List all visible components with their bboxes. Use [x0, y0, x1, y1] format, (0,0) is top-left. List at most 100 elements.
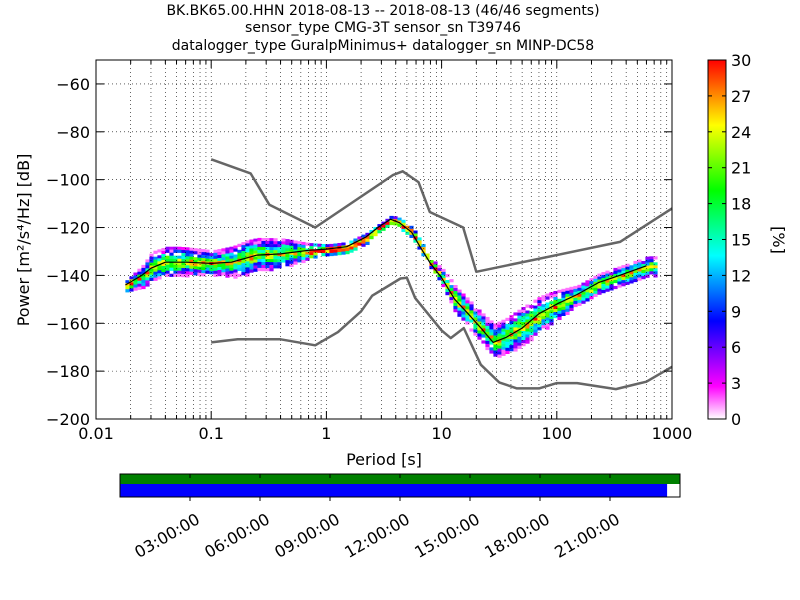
density-cell [249, 260, 254, 264]
density-cell [173, 246, 178, 250]
density-cell [497, 321, 502, 325]
density-cell [153, 277, 158, 281]
density-cell [189, 259, 194, 263]
density-cell [457, 292, 462, 296]
density-cell [605, 288, 610, 292]
density-cell [621, 277, 626, 281]
density-cell [477, 309, 482, 313]
density-cell [593, 287, 598, 291]
density-cell [257, 249, 262, 254]
density-cell [609, 284, 614, 288]
density-cell [525, 316, 530, 320]
density-cell [581, 282, 586, 286]
density-cell [653, 265, 658, 269]
density-cell [637, 268, 642, 272]
density-cell [165, 255, 170, 259]
density-cell [293, 261, 298, 265]
density-cell [125, 283, 130, 287]
density-cell [501, 337, 506, 341]
density-cell [237, 264, 242, 268]
plot-frame [95, 59, 673, 420]
density-cell [177, 255, 182, 259]
density-cell [621, 268, 626, 272]
density-cell [357, 242, 362, 246]
density-cell [253, 250, 258, 254]
density-cell [645, 259, 650, 263]
density-cell [173, 258, 178, 262]
density-cell [561, 303, 566, 307]
density-cell [145, 283, 150, 287]
density-cell [157, 255, 162, 259]
density-cell [533, 323, 538, 327]
density-cell [245, 255, 250, 259]
density-cell [249, 263, 254, 267]
density-cell [257, 243, 262, 248]
density-cell [509, 327, 514, 331]
density-cell [593, 278, 598, 282]
colorbar-tick-label: 21 [731, 159, 751, 178]
density-cell [257, 255, 262, 260]
density-cell [225, 271, 230, 275]
density-cell [493, 338, 498, 342]
density-cell [249, 239, 254, 243]
density-cell [237, 255, 242, 259]
density-cell [509, 348, 514, 352]
density-cell [405, 228, 410, 232]
density-cell [461, 311, 466, 315]
y-tick-label: −80 [56, 123, 90, 142]
density-cell [533, 320, 538, 324]
density-cell [413, 233, 418, 237]
density-cell [477, 330, 482, 334]
density-cell [253, 238, 258, 242]
colorbar-tick-label: 9 [731, 302, 741, 321]
density-cell [305, 251, 310, 255]
density-cell [297, 259, 302, 263]
density-cell [261, 247, 266, 251]
density-cell [257, 258, 262, 263]
density-cell [593, 293, 598, 297]
density-cell [633, 266, 638, 271]
density-cell [569, 307, 574, 311]
density-cell [545, 326, 550, 330]
colorbar-tick-label: 3 [731, 374, 741, 393]
density-cell [557, 289, 562, 293]
density-cell [441, 277, 446, 282]
density-cell [549, 304, 554, 308]
density-cell [545, 311, 550, 315]
density-cell [401, 222, 406, 226]
density-cell [525, 313, 530, 317]
density-cell [245, 252, 250, 256]
density-cell [537, 321, 542, 325]
density-cell [313, 249, 318, 253]
density-cell [265, 247, 270, 251]
title-line-2: sensor_type CMG-3T sensor_sn T39746 [245, 20, 521, 36]
density-cell [473, 308, 478, 312]
density-cell [365, 238, 370, 242]
density-cell [537, 324, 542, 328]
density-cell [629, 268, 634, 272]
density-cell [217, 264, 222, 268]
density-cell [481, 319, 486, 323]
density-cell [501, 346, 506, 350]
density-cell [205, 255, 210, 259]
density-cell [521, 340, 526, 344]
density-cell [533, 326, 538, 330]
density-cell [533, 332, 538, 336]
density-cell [193, 260, 198, 264]
density-cell [625, 266, 630, 270]
density-cell [501, 334, 506, 338]
density-cell [517, 312, 522, 316]
density-cell [513, 339, 518, 343]
density-cell [193, 248, 198, 252]
density-cell [277, 250, 282, 254]
density-cell [541, 313, 546, 317]
density-cell [161, 266, 166, 270]
density-cell [297, 244, 302, 248]
density-cell [261, 265, 266, 269]
density-cell [325, 244, 330, 248]
density-cell [293, 240, 298, 244]
density-cell [133, 275, 138, 279]
density-cell [177, 267, 182, 271]
density-cell [573, 288, 578, 293]
density-cell [269, 256, 274, 260]
